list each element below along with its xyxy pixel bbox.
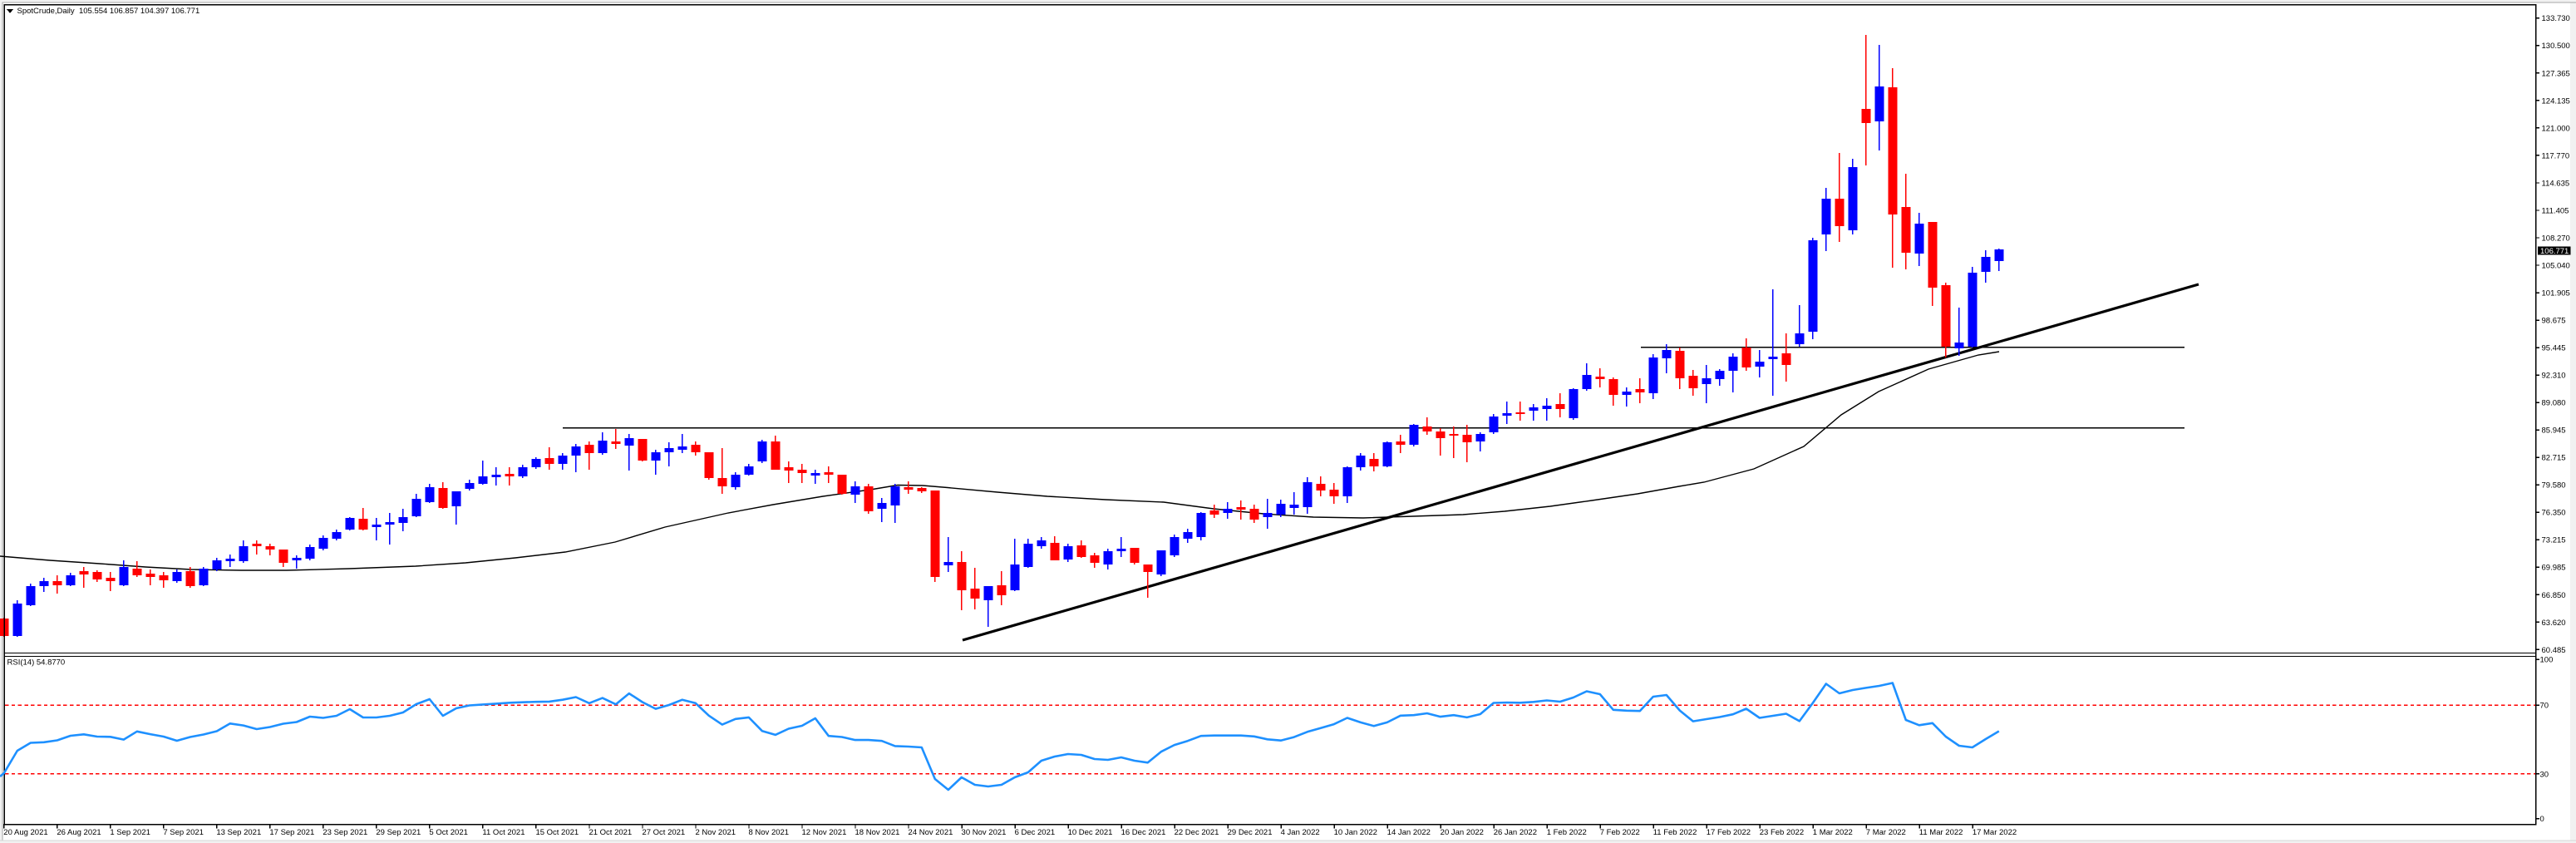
svg-text:7 Feb 2022: 7 Feb 2022: [1600, 828, 1640, 837]
svg-text:13 Sep 2021: 13 Sep 2021: [216, 828, 261, 837]
svg-text:30 Nov 2021: 30 Nov 2021: [962, 828, 1007, 837]
svg-text:85.945: 85.945: [2542, 426, 2566, 436]
svg-text:127.365: 127.365: [2542, 69, 2570, 78]
svg-text:27 Oct 2021: 27 Oct 2021: [642, 828, 685, 837]
svg-text:18 Nov 2021: 18 Nov 2021: [855, 828, 900, 837]
svg-text:10 Dec 2021: 10 Dec 2021: [1068, 828, 1113, 837]
svg-text:17 Mar 2022: 17 Mar 2022: [1973, 828, 2017, 837]
svg-text:14 Jan 2022: 14 Jan 2022: [1387, 828, 1431, 837]
svg-text:17 Sep 2021: 17 Sep 2021: [269, 828, 314, 837]
svg-text:10 Jan 2022: 10 Jan 2022: [1334, 828, 1377, 837]
svg-text:17 Feb 2022: 17 Feb 2022: [1707, 828, 1751, 837]
svg-text:12 Nov 2021: 12 Nov 2021: [802, 828, 847, 837]
svg-text:117.770: 117.770: [2542, 151, 2570, 160]
svg-text:30: 30: [2540, 770, 2549, 779]
svg-text:98.675: 98.675: [2542, 316, 2566, 325]
svg-text:SpotCrude,Daily 105.554 106.8: SpotCrude,Daily 105.554 106.857 104.397 …: [17, 7, 200, 16]
svg-text:124.135: 124.135: [2542, 96, 2570, 106]
svg-text:23 Sep 2021: 23 Sep 2021: [323, 828, 367, 837]
svg-text:11 Oct 2021: 11 Oct 2021: [482, 828, 525, 837]
svg-text:22 Dec 2021: 22 Dec 2021: [1175, 828, 1219, 837]
svg-text:RSI(14) 54.8770: RSI(14) 54.8770: [7, 658, 66, 667]
svg-text:20 Aug 2021: 20 Aug 2021: [3, 828, 47, 837]
svg-text:95.445: 95.445: [2542, 344, 2566, 353]
svg-text:7 Mar 2022: 7 Mar 2022: [1866, 828, 1906, 837]
svg-text:15 Oct 2021: 15 Oct 2021: [535, 828, 579, 837]
svg-text:1 Sep 2021: 1 Sep 2021: [110, 828, 150, 837]
svg-text:100: 100: [2540, 656, 2554, 665]
svg-text:69.985: 69.985: [2542, 564, 2566, 573]
svg-text:70: 70: [2540, 702, 2549, 711]
svg-text:0: 0: [2540, 815, 2544, 824]
svg-text:133.730: 133.730: [2542, 14, 2570, 23]
svg-text:6 Dec 2021: 6 Dec 2021: [1015, 828, 1056, 837]
svg-text:1 Mar 2022: 1 Mar 2022: [1813, 828, 1853, 837]
svg-text:92.310: 92.310: [2542, 372, 2566, 381]
svg-text:114.635: 114.635: [2542, 179, 2570, 188]
svg-text:11 Feb 2022: 11 Feb 2022: [1653, 828, 1697, 837]
svg-text:73.215: 73.215: [2542, 536, 2566, 545]
svg-text:24 Nov 2021: 24 Nov 2021: [909, 828, 953, 837]
svg-text:79.580: 79.580: [2542, 481, 2566, 491]
svg-text:108.270: 108.270: [2542, 234, 2570, 243]
svg-text:7 Sep 2021: 7 Sep 2021: [163, 828, 204, 837]
svg-text:82.715: 82.715: [2542, 454, 2566, 463]
svg-text:26 Aug 2021: 26 Aug 2021: [57, 828, 101, 837]
svg-text:111.405: 111.405: [2542, 206, 2569, 215]
svg-text:2 Nov 2021: 2 Nov 2021: [695, 828, 736, 837]
svg-text:89.080: 89.080: [2542, 399, 2566, 408]
svg-text:16 Dec 2021: 16 Dec 2021: [1121, 828, 1166, 837]
svg-text:1 Feb 2022: 1 Feb 2022: [1547, 828, 1587, 837]
svg-text:63.620: 63.620: [2542, 619, 2566, 628]
svg-text:66.850: 66.850: [2542, 591, 2566, 600]
svg-text:29 Dec 2021: 29 Dec 2021: [1228, 828, 1273, 837]
svg-text:26 Jan 2022: 26 Jan 2022: [1494, 828, 1537, 837]
svg-text:101.905: 101.905: [2542, 288, 2570, 298]
svg-text:106.771: 106.771: [2540, 247, 2569, 256]
svg-text:105.040: 105.040: [2542, 261, 2570, 270]
svg-text:8 Nov 2021: 8 Nov 2021: [748, 828, 789, 837]
svg-text:4 Jan 2022: 4 Jan 2022: [1281, 828, 1320, 837]
svg-text:23 Feb 2022: 23 Feb 2022: [1760, 828, 1804, 837]
svg-text:76.350: 76.350: [2542, 509, 2566, 518]
svg-text:29 Sep 2021: 29 Sep 2021: [376, 828, 421, 837]
svg-text:21 Oct 2021: 21 Oct 2021: [589, 828, 632, 837]
svg-text:60.485: 60.485: [2542, 646, 2566, 655]
svg-text:5 Oct 2021: 5 Oct 2021: [429, 828, 467, 837]
svg-text:20 Jan 2022: 20 Jan 2022: [1441, 828, 1484, 837]
svg-text:11 Mar 2022: 11 Mar 2022: [1919, 828, 1963, 837]
svg-text:130.500: 130.500: [2542, 42, 2570, 51]
svg-text:121.000: 121.000: [2542, 124, 2570, 133]
